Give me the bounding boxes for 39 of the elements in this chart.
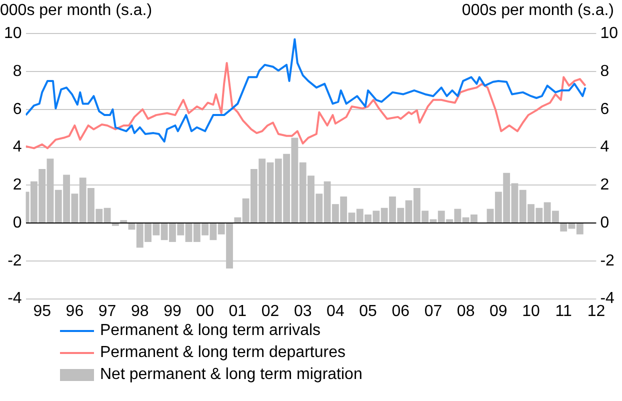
x-tick-label: 06	[392, 302, 410, 320]
y-tick-label: -4	[8, 290, 22, 308]
x-tick-label: 98	[130, 302, 149, 320]
y-axis-title: 000s per month (s.a.)	[0, 2, 152, 20]
y2-tick-label: 6	[600, 100, 610, 118]
x-tick-label: 10	[522, 302, 540, 320]
y2-tick-label: 8	[600, 62, 610, 80]
x-tick-label: 95	[33, 302, 52, 320]
x-tick-label: 08	[456, 302, 475, 320]
x-tick-label: 09	[490, 302, 508, 320]
y2-tick-label: -2	[600, 252, 615, 270]
x-tick-label: 07	[424, 302, 442, 320]
x-tick-label: 05	[359, 302, 378, 320]
y-tick-label: -2	[8, 252, 22, 270]
x-tick-label: 03	[294, 302, 312, 320]
y-tick-label: 10	[4, 25, 22, 42]
y2-tick-label: 2	[600, 176, 610, 194]
x-tick-label: 00	[196, 302, 214, 320]
y-tick-label: 8	[12, 62, 22, 80]
x-tick-label: 04	[326, 302, 344, 320]
x-tick-label: 02	[261, 302, 280, 320]
y-tick-label: 2	[12, 176, 22, 194]
y-tick-label: 0	[12, 214, 22, 232]
legend-label: Permanent & long term arrivals	[100, 321, 321, 341]
legend-label: Permanent & long term departures	[100, 343, 346, 363]
legend-label: Net permanent & long term migration	[100, 365, 362, 385]
x-tick-label: 96	[66, 302, 84, 320]
x-tick-label: 97	[98, 302, 116, 320]
y2-tick-label: 0	[600, 214, 610, 232]
bar	[120, 220, 128, 223]
x-tick-label: 01	[228, 302, 247, 320]
y-tick-label: 6	[12, 100, 22, 118]
x-tick-label: 12	[587, 302, 606, 320]
y2-tick-label: 10	[600, 25, 618, 42]
y2-tick-label: 4	[600, 138, 610, 156]
y-tick-label: 4	[12, 138, 22, 156]
y2-axis-title: 000s per month (s.a.)	[462, 2, 614, 20]
x-tick-label: 11	[555, 302, 572, 320]
x-tick-label: 99	[164, 302, 182, 320]
